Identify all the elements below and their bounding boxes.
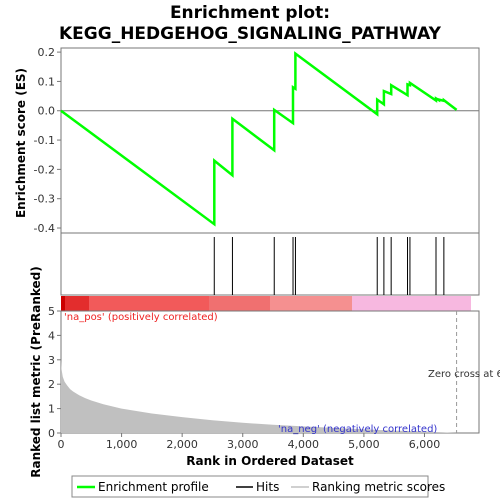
es-y-tick-label: -0.1 <box>34 134 55 147</box>
x-axis-ticks: 0 1,000 2,000 3,000 4,000 5,000 6,000 <box>58 433 441 451</box>
metric-y-tick-label: 3 <box>48 354 55 367</box>
es-y-tick-label: -0.3 <box>34 193 55 206</box>
chart-title-line1: Enrichment plot: <box>170 3 330 23</box>
metric-axis-label: Ranked list metric (PreRanked) <box>29 266 43 478</box>
x-axis-label: Rank in Ordered Dataset <box>186 454 354 468</box>
x-tick-label: 4,000 <box>288 438 320 451</box>
metric-y-tick-label: 1 <box>48 403 55 416</box>
metric-y-tick-label: 0 <box>48 427 55 440</box>
legend-enrichment-label: Enrichment profile <box>98 480 209 494</box>
x-tick-label: 6,000 <box>409 438 441 451</box>
band-segment-dark-red <box>61 296 65 311</box>
band-segment-light-red <box>89 296 209 311</box>
x-tick-label: 2,000 <box>166 438 198 451</box>
metric-y-tick-label: 4 <box>48 329 55 342</box>
chart-title-line2: KEGG_HEDGEHOG_SIGNALING_PATHWAY <box>59 24 442 44</box>
legend-hits-label: Hits <box>256 480 279 494</box>
es-y-tick-label: 0.0 <box>38 105 56 118</box>
es-y-ticks: 0.2 0.1 0.0 -0.1 -0.2 -0.3 -0.4 <box>34 46 61 235</box>
hits-group <box>213 237 445 295</box>
es-y-tick-label: 0.1 <box>38 75 56 88</box>
metric-y-ticks: 0 1 2 3 4 5 <box>48 305 61 440</box>
ranking-metric-area <box>61 359 457 433</box>
metric-y-tick-label: 5 <box>48 305 55 318</box>
rank-color-band <box>61 296 471 311</box>
metric-y-tick-label: 2 <box>48 378 55 391</box>
enrichment-profile-line <box>60 51 458 227</box>
zero-cross-label: Zero cross at 6 <box>428 369 500 380</box>
es-panel-frame <box>60 47 480 234</box>
neg-label: 'na_neg' (negatively correlated) <box>278 424 437 435</box>
x-tick-label: 1,000 <box>106 438 138 451</box>
es-y-tick-label: -0.4 <box>34 222 55 235</box>
es-y-tick-label: -0.2 <box>34 163 55 176</box>
band-segment-mid <box>209 296 270 311</box>
x-tick-label: 5,000 <box>348 438 380 451</box>
es-axis-label: Enrichment score (ES) <box>14 68 28 218</box>
x-tick-label: 0 <box>58 438 65 451</box>
es-y-tick-label: 0.2 <box>38 46 56 59</box>
pos-label: 'na_pos' (positively correlated) <box>64 312 218 323</box>
band-segment-pink <box>352 296 471 311</box>
legend-metric-label: Ranking metric scores <box>312 480 445 494</box>
x-tick-label: 3,000 <box>227 438 259 451</box>
band-segment-red <box>65 296 89 311</box>
band-segment-salmon <box>270 296 352 311</box>
hits-panel-frame <box>60 232 480 296</box>
